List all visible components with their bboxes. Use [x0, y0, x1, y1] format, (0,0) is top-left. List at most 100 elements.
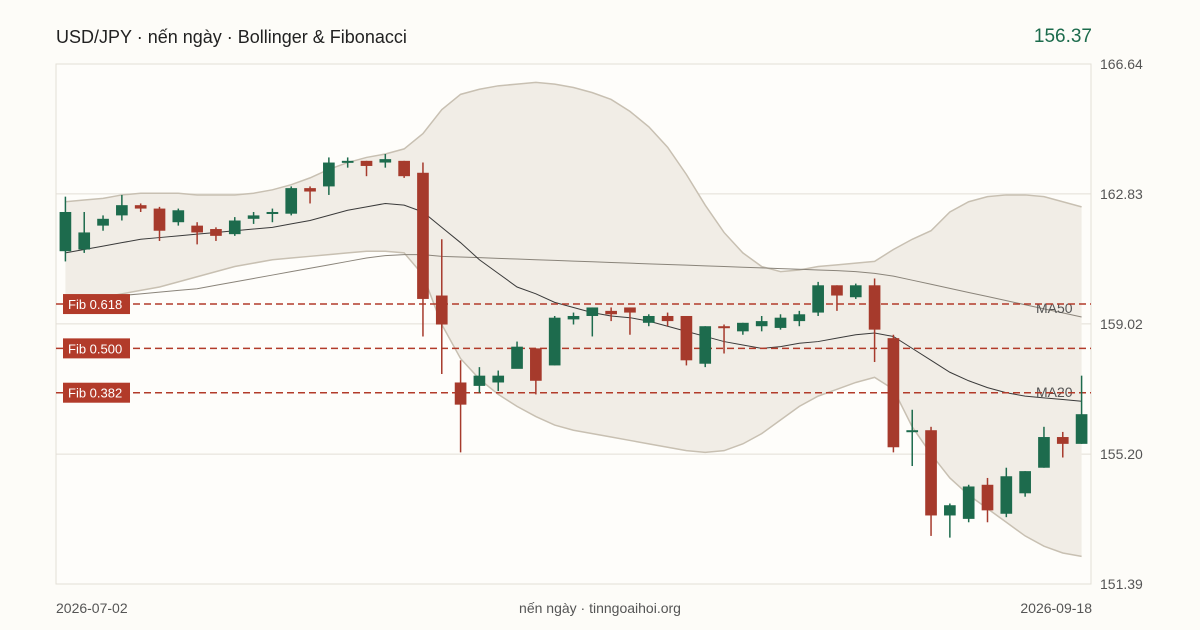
y-axis: 166.64 162.83 159.02 155.20 151.39 [1100, 56, 1143, 592]
candle-body [341, 160, 354, 163]
candle-body [435, 295, 448, 325]
candles [59, 154, 1088, 538]
candle-body [360, 160, 373, 166]
candle-body [473, 375, 486, 386]
candle [454, 360, 467, 453]
candle [1075, 375, 1088, 444]
candle [737, 322, 749, 335]
candle [435, 239, 448, 374]
candle [323, 157, 335, 195]
candle-body [1038, 437, 1050, 468]
y-tick-label: 155.20 [1100, 446, 1143, 462]
candle-body [511, 346, 523, 369]
bollinger-upper-line [65, 81, 1082, 273]
y-tick-label: 166.64 [1100, 56, 1143, 72]
candle [530, 348, 542, 395]
candle-body [642, 315, 655, 323]
candle-body [304, 188, 316, 192]
ma50-line [65, 254, 1082, 318]
candle-body [266, 211, 279, 214]
candle-body [228, 220, 241, 235]
candle-body [454, 382, 467, 405]
candle [341, 157, 354, 168]
ma50-label: MA50 [1036, 300, 1073, 316]
candle [868, 278, 881, 363]
candle-body [78, 232, 91, 250]
candle-body [1000, 476, 1013, 514]
candle-body [906, 430, 919, 433]
candle [906, 409, 919, 467]
candle-body [981, 484, 994, 511]
candle-body [849, 285, 862, 298]
candle-body [661, 315, 674, 322]
candle-body [153, 208, 166, 231]
fib-label: Fib 0.618 [68, 297, 122, 312]
candle-body [59, 211, 72, 252]
candle-body [134, 205, 147, 209]
fib-label: Fib 0.500 [68, 341, 122, 356]
candle [755, 315, 768, 332]
source-caption: nến ngày · tinngoaihoi.org [519, 600, 681, 616]
candle [360, 160, 373, 177]
fib-label-box [63, 382, 130, 403]
candle [153, 206, 166, 241]
candle [793, 310, 806, 327]
candle-body [831, 285, 843, 296]
candle [1038, 426, 1050, 468]
candle [605, 307, 617, 322]
candle [567, 312, 580, 325]
candle-body [417, 172, 429, 299]
candle-body [548, 317, 561, 366]
candle-body [1019, 471, 1031, 494]
candle-body [868, 285, 881, 330]
candle-body [116, 205, 128, 216]
fib-label-box [63, 338, 130, 359]
candle-body [944, 505, 956, 516]
end-date: 2026-09-18 [1020, 600, 1092, 616]
candle [925, 426, 937, 536]
candle [210, 227, 222, 241]
candle [97, 215, 109, 231]
candle-body [285, 188, 298, 214]
candle [831, 285, 843, 311]
candle-body [887, 338, 900, 448]
candle [191, 222, 203, 245]
candle-body [680, 315, 693, 361]
candle [1056, 431, 1069, 458]
candle [247, 211, 260, 224]
candle [78, 211, 91, 253]
candle-body [191, 225, 203, 233]
fib-label-box [63, 294, 130, 315]
candle-body [793, 314, 806, 322]
candle [116, 194, 128, 221]
candle-body [323, 162, 335, 187]
candle [624, 307, 636, 335]
candle-body [210, 229, 222, 236]
candle [586, 307, 599, 337]
candle [548, 315, 561, 366]
candle [887, 334, 900, 453]
candle-body [567, 315, 580, 320]
candle [473, 367, 486, 393]
candle [962, 484, 975, 523]
y-tick-label: 162.83 [1100, 186, 1143, 202]
candle [285, 186, 298, 216]
candle [774, 314, 787, 330]
candle-body [755, 321, 768, 327]
candle [699, 326, 712, 368]
candle [718, 324, 730, 354]
candle-body [718, 326, 730, 329]
candle [680, 315, 693, 366]
candle [304, 186, 316, 204]
start-date: 2026-07-02 [56, 600, 128, 616]
candle [134, 203, 147, 212]
candle [417, 162, 429, 337]
candle [172, 208, 185, 226]
fibonacci-levels: Fib 0.618 Fib 0.500 Fib 0.382 [56, 294, 1091, 403]
candle [849, 283, 862, 299]
candle [1019, 471, 1031, 497]
candle-body [172, 210, 185, 223]
candle [1000, 467, 1013, 518]
candle-body [586, 307, 599, 316]
ma20-label: MA20 [1036, 384, 1073, 400]
